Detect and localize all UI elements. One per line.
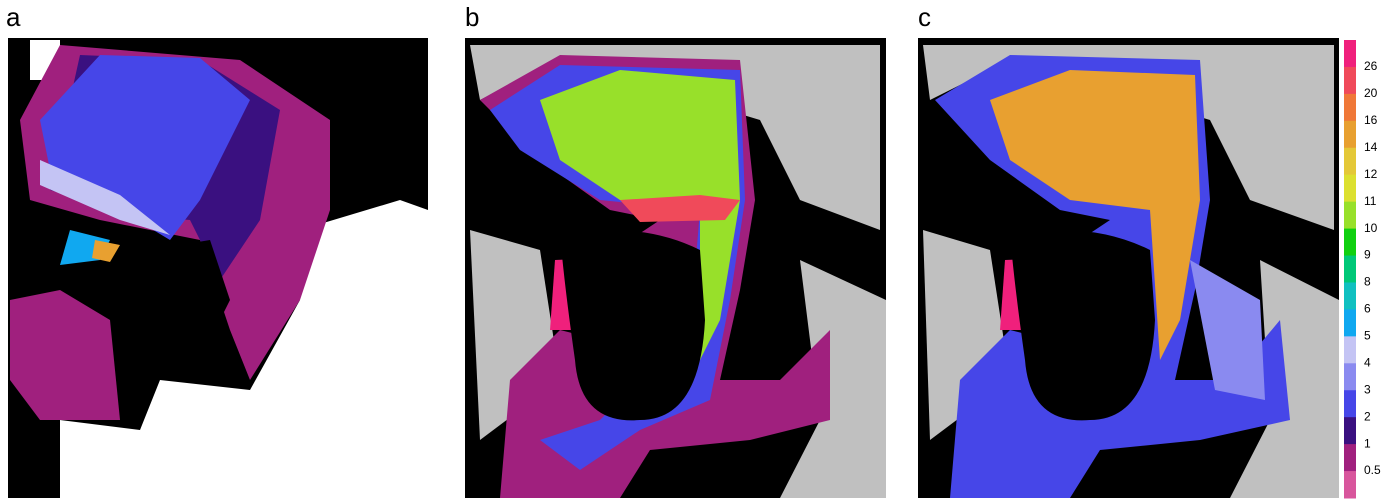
- panel-label: b: [465, 2, 479, 32]
- colorbar-label: 0.5: [1364, 463, 1381, 477]
- colorbar-segment: [1344, 229, 1356, 256]
- colorbar-label: 4: [1364, 355, 1371, 369]
- panel-b: b: [465, 2, 886, 498]
- colorbar-label: 3: [1364, 382, 1371, 396]
- panel-c: c: [918, 2, 1339, 498]
- colorbar-segment: [1344, 363, 1356, 390]
- panel-a: a: [6, 2, 428, 498]
- colorbar-label: 5: [1364, 329, 1371, 343]
- panel-label: a: [6, 2, 21, 32]
- colorbar-segment: [1344, 417, 1356, 444]
- colorbar-segment: [1344, 67, 1356, 94]
- colorbar-label: 1: [1364, 436, 1371, 450]
- colorbar-segment: [1344, 390, 1356, 417]
- colorbar-segment: [1344, 175, 1356, 202]
- colorbar-segment: [1344, 256, 1356, 283]
- colorbar-segment: [1344, 336, 1356, 363]
- colorbar-label: 11: [1364, 194, 1377, 208]
- colorbar-label: 26: [1364, 59, 1378, 73]
- colorbar: 26 20 16 14 12 11 10 9 8 6 5 4 3 2 1 0.5: [1344, 40, 1381, 499]
- figure: a b c 2620161412: [0, 0, 1395, 503]
- colorbar-segment: [1344, 471, 1356, 498]
- colorbar-label: 8: [1364, 275, 1371, 289]
- colorbar-label: 14: [1364, 140, 1378, 154]
- colorbar-label: 16: [1364, 113, 1378, 127]
- colorbar-label: 6: [1364, 302, 1371, 316]
- colorbar-label: 10: [1364, 221, 1378, 235]
- thickness-region: [620, 195, 740, 222]
- panel-label: c: [918, 2, 931, 32]
- colorbar-segment: [1344, 40, 1356, 67]
- colorbar-segment: [1344, 282, 1356, 309]
- colorbar-segment: [1344, 94, 1356, 121]
- colorbar-segment: [1344, 202, 1356, 229]
- colorbar-label: 20: [1364, 86, 1378, 100]
- colorbar-label: 12: [1364, 167, 1378, 181]
- colorbar-segment: [1344, 121, 1356, 148]
- colorbar-label: 2: [1364, 409, 1371, 423]
- colorbar-label: 9: [1364, 248, 1371, 262]
- colorbar-segment: [1344, 444, 1356, 471]
- colorbar-segment: [1344, 148, 1356, 175]
- colorbar-segment: [1344, 309, 1356, 336]
